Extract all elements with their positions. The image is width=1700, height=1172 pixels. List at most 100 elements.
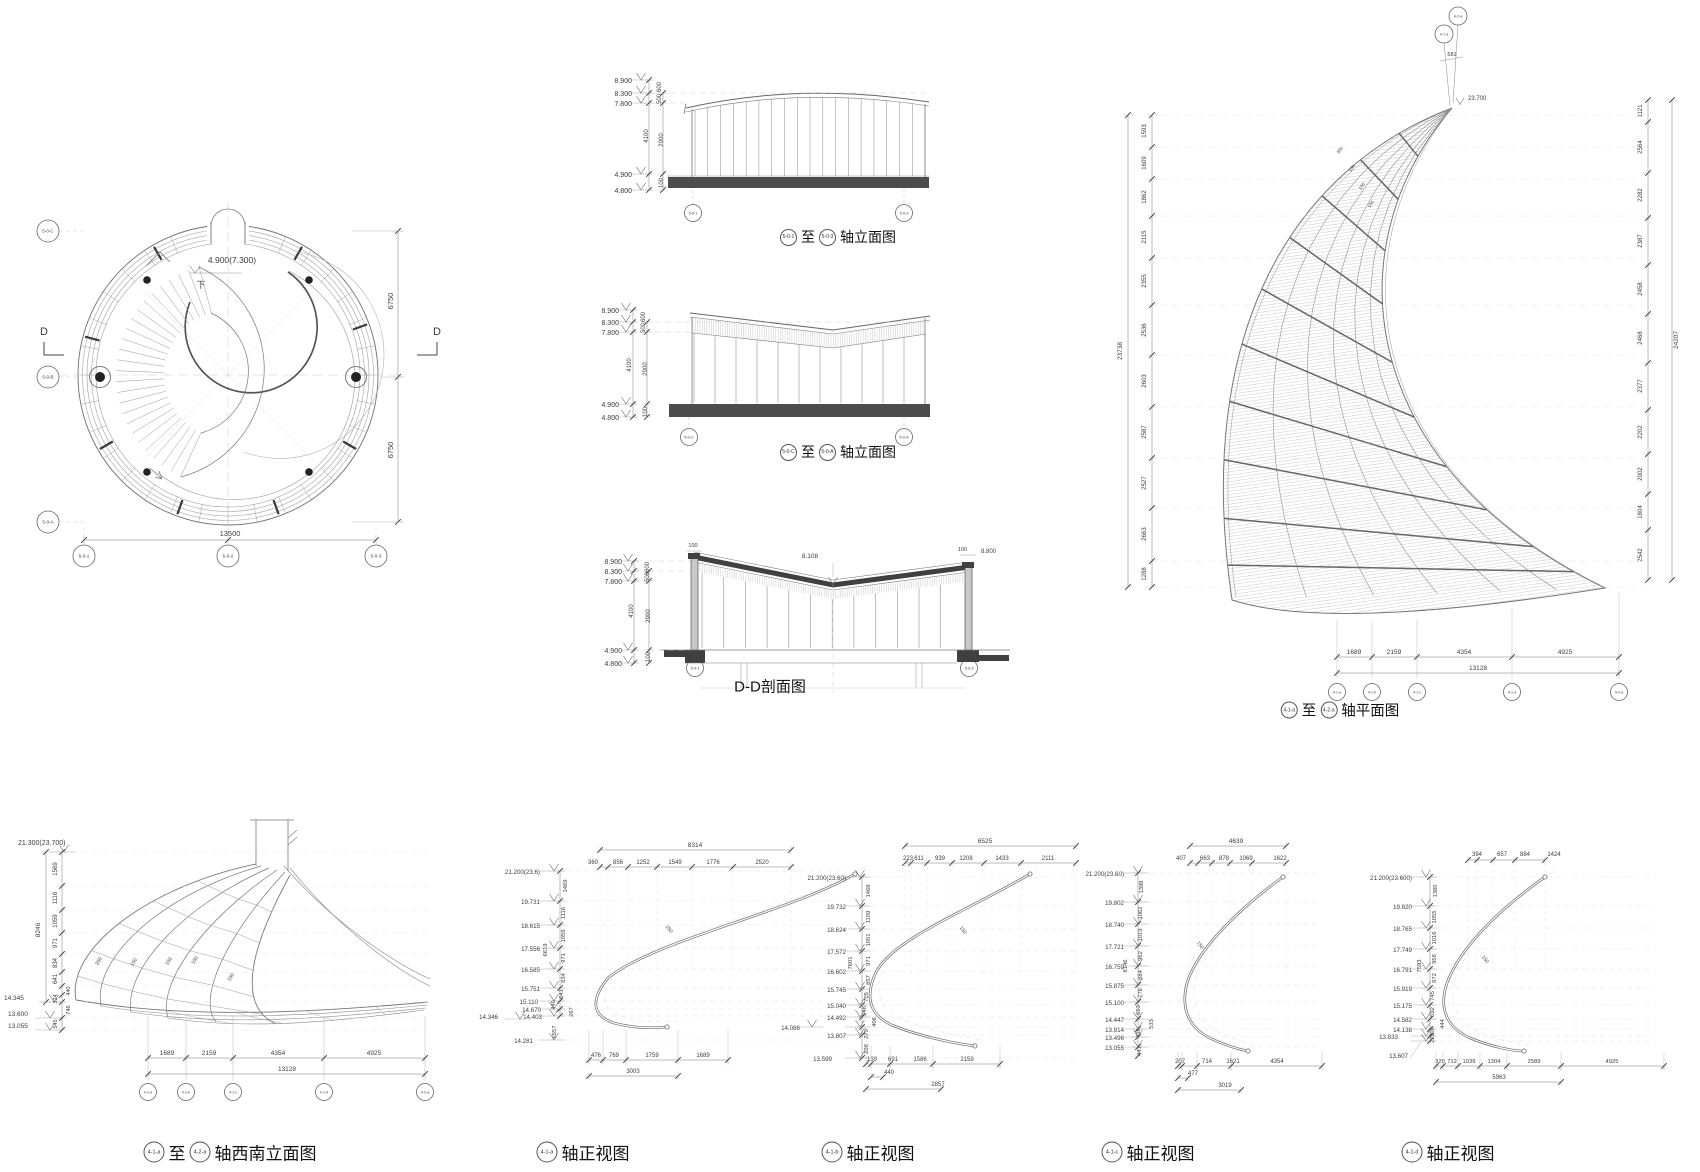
- fvc-vdim-2: 1019: [1138, 929, 1144, 942]
- fvd-vdim-0: 1380: [1433, 885, 1439, 898]
- title-fv-a: 4-1-a 轴正视图: [536, 1140, 630, 1165]
- fvd-level-7: 14.582: [1393, 1017, 1412, 1024]
- sail-left-total: 23738: [1117, 342, 1124, 360]
- title-text: 轴正视图: [1426, 1144, 1495, 1164]
- sw-bottom-dim-0: 1689: [160, 1050, 175, 1057]
- fvc-level-7: 14.447: [1105, 1017, 1124, 1024]
- fvd-tall-dim-0: 7593: [1417, 960, 1423, 973]
- fvd-level-5: 15.919: [1393, 986, 1412, 993]
- fvc-level: 21.200(23.60) 19.802 18.740 17.721 16.759 15.…: [1085, 871, 1124, 1052]
- circular-plan-drawing: 4.900(7.300) 下 13500 6750 6750 D D 5-0-C…: [36, 202, 441, 568]
- title-sail-plan: 4-1-a 至 4-2-a 轴平面图: [1280, 700, 1400, 721]
- axis-bubble-circle: [895, 428, 913, 446]
- fva-top-dim-3: 1549: [668, 860, 682, 866]
- title-text: 轴正视图: [1126, 1144, 1195, 1164]
- fvc-top-dim-3: 1069: [1239, 856, 1253, 862]
- axis-bubble-label-3: 4-1-d: [1508, 691, 1516, 695]
- fvd-level-0: 21.200(23.600): [1370, 875, 1412, 882]
- title-text: 轴平面图: [1341, 703, 1400, 720]
- sw-left-dim-5: 641: [53, 973, 59, 984]
- fvc-level-9: 13.496: [1105, 1035, 1124, 1042]
- title-section-dd: D-D剖面图: [734, 676, 806, 697]
- sw-rib-label: 250 150 150 150 150: [94, 955, 236, 982]
- sw-rib-label-0: 250: [94, 956, 104, 966]
- fvb-top-dim-2: 939: [935, 856, 946, 862]
- fva-level-3: 17.556: [521, 946, 540, 953]
- axis-bubble: 5-0-A: [819, 443, 836, 461]
- title-text: 轴立面图: [840, 444, 896, 460]
- fvb-top-dim-0: 223: [903, 856, 914, 862]
- fvd-level-3: 17.749: [1393, 947, 1412, 954]
- fvc-top-total: 4639: [1229, 838, 1244, 845]
- fvc-top-dim-1: 663: [1200, 856, 1211, 862]
- fva-bottom-dim-3: 1689: [696, 1053, 710, 1059]
- sw-small-dim-3: 545: [53, 1019, 59, 1028]
- title-text: D-D剖面图: [734, 678, 806, 696]
- axis-bubble-label-0: 4-1-a: [144, 1091, 152, 1095]
- sail-left-dim-4: 2355: [1142, 274, 1148, 288]
- elev1-level-3: 4.900: [614, 172, 632, 179]
- dd-level-2: 7.800: [604, 579, 622, 586]
- fvd-vdim-6: 592: [1430, 1007, 1436, 1017]
- fvc-vdim-3: 962: [1138, 951, 1144, 961]
- sw-small-dim-2: 746: [66, 1005, 72, 1014]
- fvc-level-2: 18.740: [1105, 922, 1124, 929]
- fva-vdim-2: 1059: [561, 930, 567, 943]
- fvb-bottom-dim: 139 691 1586 2159: [867, 1057, 974, 1063]
- fva-level-5: 15.751: [521, 986, 540, 993]
- fva-bottom-total: 3003: [626, 1069, 640, 1075]
- fva-bottom-dim: 476 769 1759 1689: [591, 1053, 710, 1059]
- sail-rib: [99, 865, 262, 1007]
- fva-level-4: 16.585: [521, 967, 540, 974]
- sail-left-dim-7: 2587: [1142, 425, 1148, 439]
- sail-left-dim-9: 2663: [1142, 527, 1148, 541]
- sw-rib-label-3: 150: [190, 955, 200, 965]
- sail-left-dim-2: 1862: [1142, 190, 1148, 204]
- sail-tip-dim-0: 200: [1336, 145, 1345, 154]
- fvd-level-4: 16.791: [1393, 967, 1412, 974]
- fvb-vdim-0: 1468: [866, 885, 872, 898]
- elev2-level-3: 4.900: [601, 402, 619, 409]
- sail-rib: [209, 871, 286, 1023]
- elev2-vdim-3: 2900: [643, 362, 649, 376]
- fvd-bottom-dim-0: 320: [1435, 1059, 1445, 1065]
- fvb-level-5: 15.745: [827, 987, 846, 994]
- sail-rib: [74, 863, 257, 1001]
- sail-bottom-dim-0: 1689: [1347, 649, 1362, 656]
- fvd-level-9: 13.833: [1379, 1034, 1398, 1041]
- elev1-level: 8.900 8.300 7.800 4.900 4.800: [614, 78, 632, 195]
- axis-bubble: 4-1-a: [143, 1141, 165, 1163]
- dd-vdim-2: 4100: [629, 604, 635, 618]
- axis-bubble-circle: [177, 1083, 195, 1101]
- fvc-level-10: 13.055: [1105, 1045, 1124, 1052]
- sail-right-dim: 1121 2564 2282 2387 2458 2468 2377 2202 2002 1804…: [1638, 104, 1644, 562]
- axis-bubble: 4-1-a: [1280, 701, 1298, 719]
- elev1-base-slab: [668, 177, 929, 188]
- axis-bubble-label-1: 5-0-3: [900, 212, 909, 216]
- sail-rib: [166, 869, 278, 1019]
- sail-right-dim-7: 2202: [1638, 425, 1644, 439]
- axis-bubble-circle: [684, 204, 702, 222]
- axis-bubble-label-0: 4-1-a: [1440, 33, 1448, 37]
- sail-right-dim-3: 2387: [1638, 234, 1644, 248]
- title-text: 轴立面图: [840, 229, 896, 245]
- fva-level-6: 15.110: [520, 999, 539, 1006]
- sail-roof-plan-drawing: 1593 1609 1862 2115 2355 2536 2603 2587 2527 2663…: [1117, 6, 1680, 701]
- axis-bubble-label-3: 4-1-d: [320, 1091, 328, 1095]
- fva-tall-dim-1: 6557: [552, 1026, 558, 1039]
- axis-bubble-label-1: 5-0-2: [223, 554, 234, 559]
- fvc-bottom-dim2-1: 3019: [1218, 1083, 1232, 1089]
- fva-bottom-dim-2: 1759: [645, 1053, 659, 1059]
- axis-bubble: 5-0-1: [780, 228, 797, 246]
- fva-level-9: 14.346: [479, 1014, 498, 1021]
- fvb-level-7: 14.492: [827, 1015, 846, 1022]
- fvd-vdim-5: 745: [1430, 991, 1436, 1001]
- sail-left-dim: 1593 1609 1862 2115 2355 2536 2603 2587 2527 2663…: [1142, 124, 1148, 581]
- elev1-axis-bubble: 5-0-1 5-0-3: [684, 204, 913, 222]
